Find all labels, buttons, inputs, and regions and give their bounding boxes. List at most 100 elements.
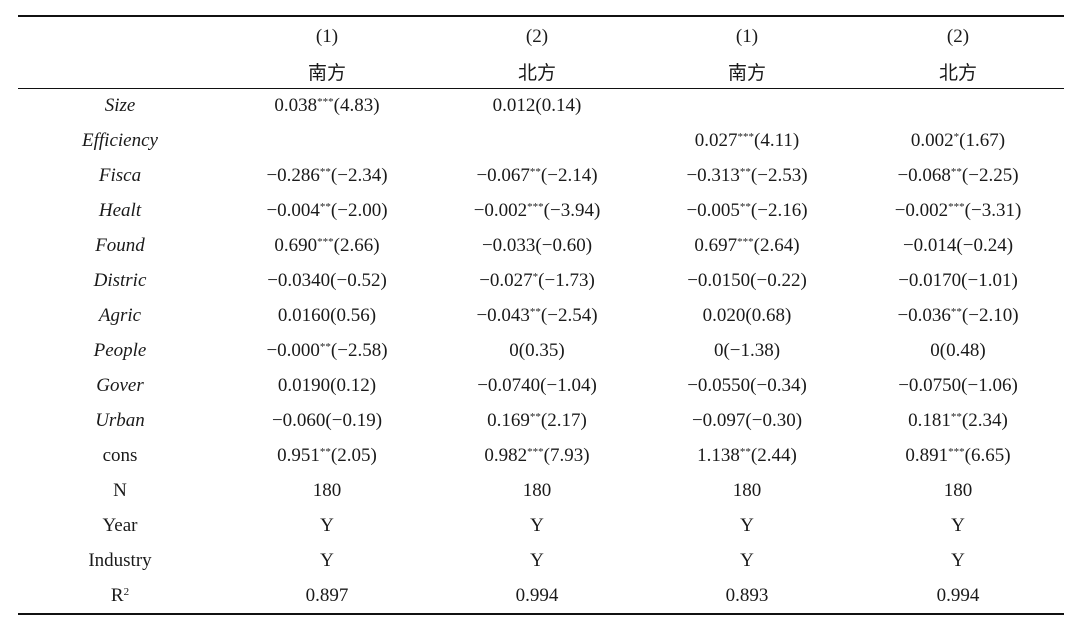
table-cell: −0.005**(−2.16) (642, 194, 852, 229)
coefficient: 0.181 (908, 410, 951, 431)
t-statistic: (−1.04) (540, 375, 597, 396)
table-cell: 0.690***(2.66) (222, 229, 432, 264)
coefficient: 0.697 (694, 235, 738, 256)
row-label-text: cons (102, 445, 138, 466)
coefficient: 0.0190 (277, 375, 331, 396)
row-label-text: R (110, 584, 124, 606)
coefficient: −0.0750 (898, 375, 962, 396)
coefficient: 0.012 (492, 95, 536, 117)
header-model-number: (2) (946, 25, 970, 47)
table-cell: 180 (432, 474, 642, 509)
row-label-text: Efficiency (82, 130, 158, 151)
table-cell: 0.027***(4.11) (642, 124, 852, 159)
significance-stars: * (953, 131, 960, 143)
row-label-text: Distric (93, 270, 147, 291)
coefficient: −0.313 (686, 165, 740, 186)
row-label: Industry (18, 544, 222, 579)
table-cell: −0.0550(−0.34) (642, 369, 852, 404)
table-cell: −0.0170(−1.01) (852, 264, 1064, 299)
coefficient: Y (530, 550, 544, 571)
table-cell: 0.0160(0.56) (222, 299, 432, 334)
coefficient: 180 (522, 480, 552, 501)
t-statistic: (−2.14) (540, 165, 598, 186)
coefficient: 0 (930, 340, 940, 361)
significance-stars: *** (527, 446, 544, 458)
table-cell: Y (852, 544, 1064, 579)
table-body: Size 0.038***(4.83) 0.012(0.14) Efficiency 0… (18, 89, 1064, 614)
table-cell: 0.020(0.68) (642, 299, 852, 334)
t-statistic: (2.66) (333, 235, 380, 256)
table-cell: −0.060(−0.19) (222, 404, 432, 439)
t-statistic: (−2.00) (330, 200, 388, 221)
t-statistic: (2.05) (330, 445, 377, 466)
coefficient: 0.038 (274, 95, 318, 117)
row-label: Found (18, 229, 222, 264)
t-statistic: (−1.06) (961, 375, 1018, 396)
coefficient: 0.169 (487, 410, 530, 431)
t-statistic: (0.68) (745, 305, 792, 326)
table-cell: −0.004**(−2.00) (222, 194, 432, 229)
coefficient: 1.138 (697, 445, 740, 466)
row-label: Distric (18, 264, 222, 299)
coefficient: 0.0160 (277, 305, 331, 326)
table-cell: 0.891***(6.65) (852, 439, 1064, 474)
table-row: Industry Y Y Y Y (18, 544, 1064, 579)
row-label: Year (18, 509, 222, 544)
table-cell: −0.014(−0.24) (852, 229, 1064, 264)
row-label: Efficiency (18, 124, 222, 159)
table-cell: 0(0.35) (432, 334, 642, 369)
coefficient: 180 (943, 480, 973, 501)
header-row-groups: 南方 北方 南方 北方 (18, 55, 1064, 89)
coefficient: −0.0170 (898, 270, 962, 291)
coefficient: 180 (312, 480, 342, 501)
t-statistic: (−1.38) (723, 340, 781, 361)
table-cell: Y (432, 509, 642, 544)
table-row: R2 0.897 0.994 0.893 0.994 (18, 579, 1064, 614)
t-statistic: (2.17) (540, 410, 587, 431)
t-statistic: (−3.94) (543, 200, 601, 221)
coefficient: −0.014 (902, 235, 957, 256)
coefficient: −0.043 (476, 305, 530, 326)
significance-stars: *** (317, 96, 334, 109)
table-cell: 0.012(0.14) (432, 89, 642, 124)
t-statistic: (−0.34) (750, 375, 807, 396)
header-group: 南方 (307, 63, 346, 84)
table-cell: −0.027*(−1.73) (432, 264, 642, 299)
table-cell: 0.897 (222, 579, 432, 614)
significance-stars: * (532, 271, 539, 283)
coefficient: 0.002 (910, 130, 954, 151)
significance-stars: *** (948, 201, 965, 213)
table-row: Healt −0.004**(−2.00) −0.002***(−3.94) −0.0… (18, 194, 1064, 229)
coefficient: −0.0150 (687, 270, 751, 291)
table-cell: −0.0750(−1.06) (852, 369, 1064, 404)
coefficient: −0.004 (266, 200, 320, 221)
coefficient: Y (320, 550, 334, 571)
significance-stars: ** (319, 446, 331, 458)
t-statistic: (−0.24) (956, 235, 1014, 256)
t-statistic: (−2.16) (750, 200, 808, 221)
table-row: cons 0.951**(2.05) 0.982***(7.93) 1.138**(2… (18, 439, 1064, 474)
header-group: 北方 (938, 63, 977, 84)
coefficient: 0.027 (694, 130, 738, 151)
t-statistic: (−0.52) (330, 270, 387, 291)
table-cell: 0.982***(7.93) (432, 439, 642, 474)
t-statistic: (−2.10) (961, 305, 1019, 326)
row-label: People (18, 334, 222, 369)
coefficient: −0.0340 (267, 270, 331, 291)
table-cell: 0.994 (432, 579, 642, 614)
table-cell: Y (222, 509, 432, 544)
header-corner (18, 55, 222, 89)
table-row: N 180 180 180 180 (18, 474, 1064, 509)
coefficient: Y (320, 515, 334, 536)
header-model-number: (1) (315, 25, 339, 47)
coefficient: 0.994 (936, 584, 980, 606)
t-statistic: (2.44) (750, 445, 797, 466)
significance-stars: *** (737, 131, 755, 143)
coefficient: −0.097 (691, 410, 746, 431)
coefficient: 0.020 (702, 305, 746, 326)
t-statistic: (4.11) (754, 130, 800, 151)
row-label: Urban (18, 404, 222, 439)
coefficient: −0.067 (476, 165, 530, 186)
significance-stars: *** (948, 446, 965, 458)
